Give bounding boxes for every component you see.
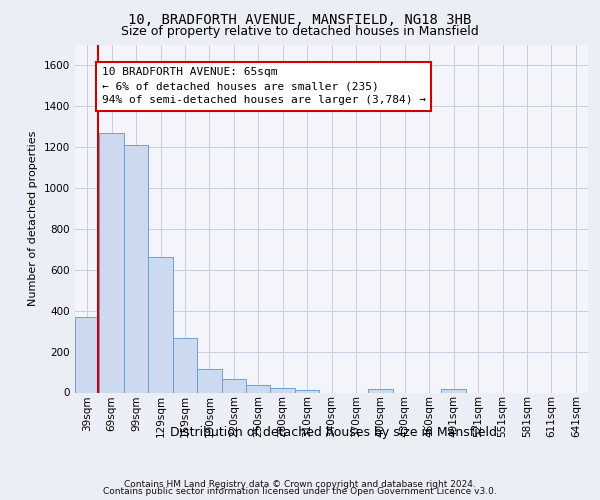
Bar [246,386,271,392]
Bar [442,389,466,392]
Bar [148,256,173,392]
Bar [197,369,221,392]
Bar [124,145,148,392]
Y-axis label: Number of detached properties: Number of detached properties [28,131,38,306]
Text: Distribution of detached houses by size in Mansfield: Distribution of detached houses by size … [170,426,497,439]
Bar [75,317,100,392]
Text: Contains HM Land Registry data © Crown copyright and database right 2024.: Contains HM Land Registry data © Crown c… [124,480,476,489]
Bar [368,389,392,392]
Bar [295,390,319,392]
Bar [100,133,124,392]
Text: Contains public sector information licensed under the Open Government Licence v3: Contains public sector information licen… [103,487,497,496]
Bar [221,378,246,392]
Text: 10, BRADFORTH AVENUE, MANSFIELD, NG18 3HB: 10, BRADFORTH AVENUE, MANSFIELD, NG18 3H… [128,12,472,26]
Text: 10 BRADFORTH AVENUE: 65sqm
← 6% of detached houses are smaller (235)
94% of semi: 10 BRADFORTH AVENUE: 65sqm ← 6% of detac… [102,68,426,106]
Bar [271,388,295,392]
Text: Size of property relative to detached houses in Mansfield: Size of property relative to detached ho… [121,25,479,38]
Bar [173,338,197,392]
